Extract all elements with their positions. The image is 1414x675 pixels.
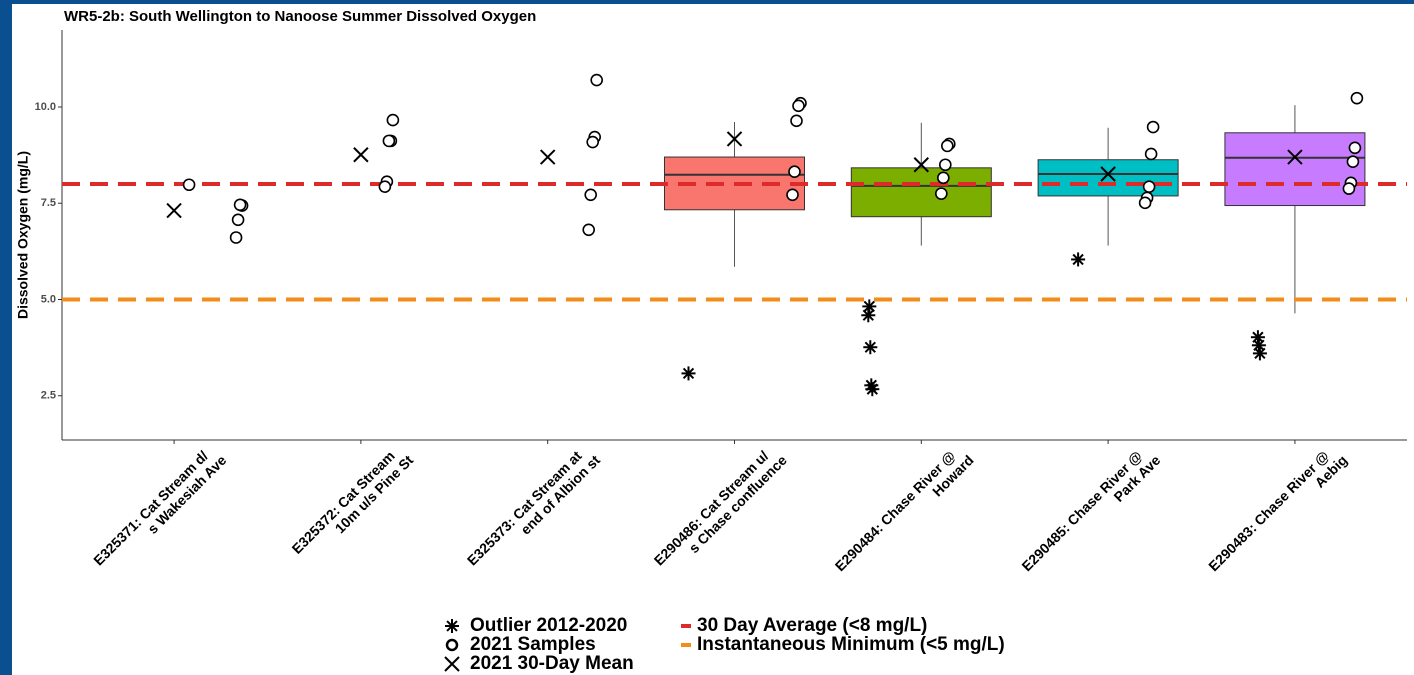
y-tick-label: 7.5 <box>41 197 56 209</box>
outlier-stroke <box>864 341 876 353</box>
sample <box>1350 91 1364 105</box>
legend-sample <box>445 638 459 652</box>
y-tick-label: 5.0 <box>41 293 56 305</box>
mean-marker <box>444 656 460 672</box>
outlier <box>1071 252 1086 267</box>
outlier-stroke <box>1254 347 1266 360</box>
sample <box>229 231 243 244</box>
mean-marker <box>913 157 930 173</box>
sample <box>1346 155 1360 168</box>
sample <box>386 113 400 127</box>
outlier-stroke <box>682 367 695 380</box>
legend-label: 2021 30-Day Mean <box>470 653 634 674</box>
sample <box>792 99 805 113</box>
box <box>1224 132 1366 207</box>
outlier-stroke <box>863 300 875 313</box>
mean-stroke <box>353 147 369 163</box>
mean-marker <box>539 149 556 165</box>
mean-stroke <box>1100 166 1116 182</box>
sample <box>231 213 245 227</box>
panel <box>12 4 1414 675</box>
outlier <box>865 382 880 397</box>
legend-label: Instantaneous Minimum (<5 mg/L) <box>697 634 1005 655</box>
mean-marker <box>1100 166 1116 182</box>
sample <box>584 188 597 202</box>
sample <box>1348 141 1362 155</box>
mean-stroke <box>1287 149 1303 165</box>
mean-stroke <box>726 131 743 147</box>
sample <box>382 134 396 148</box>
box <box>1037 159 1179 197</box>
legend-label: Outlier 2012-2020 <box>470 615 627 636</box>
mean-stroke <box>913 157 930 173</box>
outlier <box>445 619 459 633</box>
mean-marker <box>1287 149 1303 165</box>
outlier-stroke <box>446 620 458 632</box>
mean-stroke <box>166 202 182 219</box>
sample <box>586 135 599 149</box>
mean-marker <box>726 131 743 147</box>
mean-stroke <box>444 656 460 672</box>
outlier <box>863 340 878 355</box>
sample <box>1146 120 1160 134</box>
outlier-stroke <box>1072 253 1084 266</box>
sample <box>233 198 247 212</box>
outlier <box>681 366 696 381</box>
sample <box>1138 196 1152 210</box>
sample <box>590 73 603 87</box>
y-axis-label: Dissolved Oxygen (mg/L) <box>15 151 31 319</box>
chart-title: WR5-2b: South Wellington to Nanoose Summ… <box>64 8 536 25</box>
mean-stroke <box>539 149 556 165</box>
sample <box>939 158 952 172</box>
sample <box>937 171 950 185</box>
sample <box>788 165 801 178</box>
legend-label: 30 Day Average (<8 mg/L) <box>697 615 927 636</box>
sample <box>790 114 803 128</box>
sample <box>182 178 196 192</box>
sample <box>1342 182 1356 195</box>
sample <box>941 139 954 153</box>
mean-marker <box>353 147 369 163</box>
sample <box>935 187 948 200</box>
mean-marker <box>166 202 182 219</box>
sample <box>1142 180 1156 193</box>
outlier <box>862 299 877 314</box>
sample <box>1144 147 1158 161</box>
outlier-stroke <box>862 309 874 321</box>
outlier-stroke <box>866 383 878 395</box>
sample <box>378 180 392 193</box>
sample <box>582 223 595 237</box>
y-tick-label: 10.0 <box>35 101 56 113</box>
y-tick-label: 2.5 <box>41 390 56 402</box>
sample <box>786 188 799 202</box>
box <box>850 167 992 218</box>
outlier <box>1252 346 1267 361</box>
legend-label: 2021 Samples <box>470 634 596 655</box>
